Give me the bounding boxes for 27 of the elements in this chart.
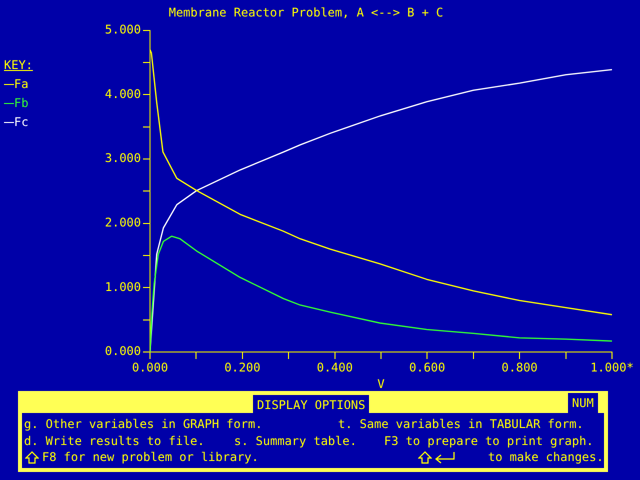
legend-label: Fc <box>14 114 28 131</box>
x-tick-label: 0.200 <box>224 360 260 374</box>
text: s. Summary table. <box>234 434 357 448</box>
y-tick-label: 2.000 <box>104 215 141 230</box>
text: F8 for new problem or library. <box>42 450 259 464</box>
y-tick-label: 5.000 <box>104 22 141 37</box>
y-tick-label: 1.000 <box>104 280 141 294</box>
y-tick-label: 4.000 <box>104 86 141 101</box>
x-tick-label: 0.600 <box>409 360 446 374</box>
y-tick-label: 0.000 <box>104 344 141 358</box>
chart-title: Membrane Reactor Problem, A <--> B + C <box>168 5 444 20</box>
text: to make changes. <box>488 450 604 464</box>
x-axis-title: V <box>377 376 385 391</box>
legend-label: Fa <box>14 76 28 93</box>
text: DISPLAY OPTIONS <box>253 395 370 415</box>
y-tick-label: 3.000 <box>104 151 141 166</box>
legend-title: KEY: <box>4 57 33 74</box>
text: t. Same variables in TABULAR form. <box>338 417 584 431</box>
text: NUM <box>568 393 598 413</box>
x-tick-label: 0.400 <box>316 360 353 374</box>
x-tick-label: 1.000* <box>590 360 634 374</box>
x-tick-label: 0.000 <box>132 360 168 374</box>
x-tick-label: 0.800 <box>502 360 538 374</box>
text: F3 to prepare to print graph. <box>384 434 594 448</box>
text: d. Write results to file. <box>24 434 205 448</box>
text: g. Other variables in GRAPH form. <box>24 417 262 431</box>
legend-label: Fb <box>14 95 28 112</box>
